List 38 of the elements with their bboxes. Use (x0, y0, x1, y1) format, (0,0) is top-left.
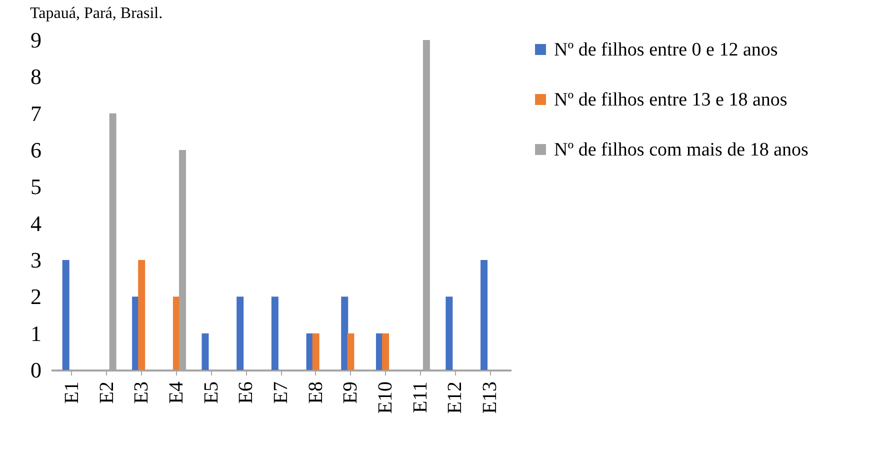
y-tick-label: 4 (30, 210, 42, 236)
x-tick-label: E13 (479, 382, 502, 414)
y-tick-label: 9 (30, 28, 42, 52)
x-tick-label: E12 (444, 382, 466, 414)
legend-label: Nº de filhos com mais de 18 anos (554, 140, 808, 160)
x-tick-label: E3 (130, 382, 153, 404)
text: Tapauá, Pará, Brasil. (30, 5, 163, 22)
bar (382, 333, 390, 370)
legend-label: Nº de filhos entre 13 e 18 anos (554, 90, 788, 110)
x-tick-label: E6 (235, 382, 258, 404)
y-tick-label: 6 (30, 138, 42, 162)
bar (271, 296, 278, 370)
bar (341, 296, 348, 370)
x-tick-label: E4 (165, 382, 188, 404)
y-tick-label: 8 (30, 64, 42, 90)
bar (236, 296, 244, 370)
y-tick-label: 5 (30, 174, 42, 200)
bar (62, 260, 70, 370)
y-tick-label: 3 (30, 248, 42, 272)
y-tick-label: 0 (30, 358, 42, 382)
bar (202, 333, 209, 370)
x-tick-label: E2 (96, 382, 118, 404)
bar (347, 333, 354, 370)
x-tick-label: E5 (200, 382, 222, 404)
x-tick-label: E7 (270, 382, 292, 404)
bar (480, 260, 488, 370)
legend-label: Nº de filhos entre 0 e 12 anos (554, 40, 778, 60)
bar (138, 260, 146, 370)
x-tick-label: E8 (304, 382, 327, 404)
y-tick-label: 7 (30, 100, 42, 126)
y-tick-label: 1 (30, 320, 42, 346)
bar (446, 296, 453, 370)
x-tick-label: E1 (60, 382, 83, 404)
bar (312, 333, 320, 370)
x-tick-label: E10 (374, 382, 397, 414)
y-tick-label: 2 (30, 284, 42, 310)
x-tick-label: E11 (409, 382, 432, 413)
x-tick-label: E9 (340, 382, 362, 404)
